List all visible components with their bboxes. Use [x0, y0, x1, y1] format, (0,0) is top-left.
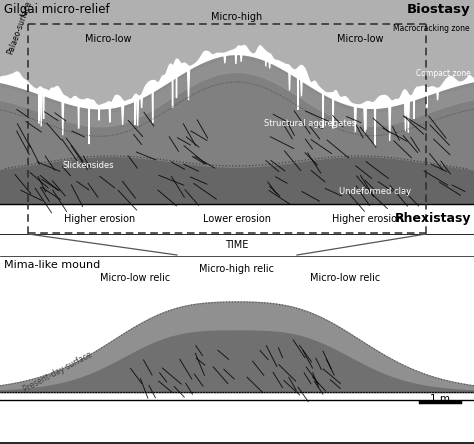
Text: Structural aggregates: Structural aggregates [264, 119, 356, 128]
Polygon shape [137, 97, 138, 126]
Polygon shape [0, 54, 474, 204]
Polygon shape [38, 89, 40, 123]
Text: Lower erosion: Lower erosion [203, 214, 271, 224]
Polygon shape [407, 96, 410, 133]
Text: Micro-high relic: Micro-high relic [200, 264, 274, 274]
Text: Undeformed clay: Undeformed clay [339, 187, 411, 197]
Text: Higher erosion: Higher erosion [332, 214, 404, 224]
Polygon shape [240, 48, 242, 62]
Text: TIME: TIME [225, 240, 249, 250]
Polygon shape [355, 106, 356, 132]
Polygon shape [172, 67, 173, 107]
Text: Rhexistasy: Rhexistasy [394, 213, 471, 226]
Polygon shape [188, 68, 190, 100]
Text: Biostasy: Biostasy [406, 3, 470, 16]
Polygon shape [235, 50, 237, 64]
Polygon shape [289, 68, 290, 91]
Text: Micro-low relic: Micro-low relic [100, 273, 170, 283]
Polygon shape [121, 102, 124, 125]
Polygon shape [78, 101, 79, 128]
Polygon shape [404, 92, 407, 131]
Text: Micro-low: Micro-low [85, 34, 131, 44]
Polygon shape [109, 104, 110, 123]
Polygon shape [406, 94, 407, 115]
Polygon shape [62, 96, 64, 135]
Polygon shape [0, 256, 474, 444]
Text: Compact zone: Compact zone [416, 70, 471, 79]
Text: Micro-high: Micro-high [211, 12, 263, 22]
Polygon shape [224, 55, 226, 63]
Text: Palaeo-surface: Palaeo-surface [6, 0, 34, 56]
Text: Macrocracking zone: Macrocracking zone [393, 24, 470, 33]
Polygon shape [0, 179, 474, 204]
Text: 1 m: 1 m [430, 394, 450, 404]
Polygon shape [135, 96, 136, 125]
Polygon shape [40, 89, 42, 127]
Text: Mima-like mound: Mima-like mound [4, 260, 100, 270]
Text: Present-day surface: Present-day surface [22, 350, 94, 394]
Polygon shape [365, 103, 366, 130]
Polygon shape [141, 95, 143, 108]
Polygon shape [414, 92, 415, 119]
Polygon shape [437, 90, 438, 100]
Polygon shape [43, 91, 44, 119]
Polygon shape [265, 53, 267, 67]
Polygon shape [300, 67, 303, 96]
Polygon shape [364, 104, 366, 133]
Polygon shape [89, 101, 90, 144]
Text: Gilgai micro-relief: Gilgai micro-relief [4, 3, 109, 16]
Polygon shape [427, 89, 428, 107]
Polygon shape [389, 101, 391, 141]
Polygon shape [99, 107, 100, 120]
Polygon shape [152, 82, 153, 123]
Polygon shape [176, 60, 177, 98]
Text: Micro-low relic: Micro-low relic [310, 273, 380, 283]
Polygon shape [0, 204, 474, 234]
Polygon shape [0, 0, 474, 204]
Text: Micro-low: Micro-low [337, 34, 383, 44]
Polygon shape [0, 302, 474, 392]
Polygon shape [333, 94, 334, 128]
Text: Higher erosion: Higher erosion [64, 214, 136, 224]
Polygon shape [269, 56, 271, 68]
Text: Slickensides: Slickensides [62, 162, 114, 170]
Polygon shape [374, 103, 375, 146]
Polygon shape [0, 234, 474, 256]
